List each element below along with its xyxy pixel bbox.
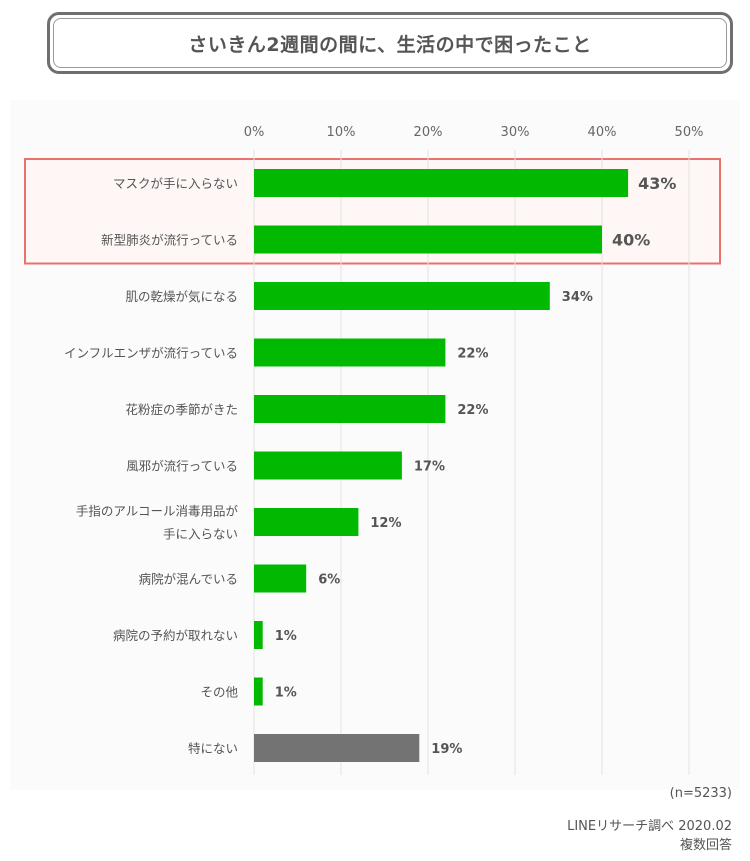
category-label: 病院の予約が取れない — [113, 628, 238, 643]
value-label: 6% — [318, 573, 340, 588]
category-label-line: 手指のアルコール消毒用品が — [76, 504, 239, 519]
category-label: 風邪が流行っている — [126, 459, 238, 474]
bar — [254, 225, 602, 254]
bar — [254, 621, 263, 649]
x-tick-label: 0% — [244, 125, 265, 140]
category-label: その他 — [200, 685, 238, 700]
bar — [254, 169, 629, 197]
value-label: 43% — [638, 174, 676, 193]
value-label: 34% — [562, 290, 593, 305]
category-label: 特にない — [188, 741, 238, 756]
value-label: 1% — [275, 686, 297, 701]
value-label: 40% — [612, 231, 650, 250]
category-label: 病院が混んでいる — [139, 572, 238, 587]
category-label-line: 手に入らない — [163, 527, 238, 542]
chart-title-box: さいきん2週間の間に、生活の中で困ったこと — [47, 12, 733, 74]
value-label: 1% — [275, 629, 297, 644]
category-label: 肌の乾燥が気になる — [125, 289, 238, 304]
category-label: 新型肺炎が流行っている — [101, 233, 238, 248]
bar — [254, 338, 446, 367]
category-label: マスクが手に入らない — [113, 176, 238, 191]
bar — [254, 734, 420, 762]
x-tick-label: 10% — [327, 125, 356, 140]
value-label: 19% — [431, 742, 462, 757]
category-label: 手指のアルコール消毒用品が手に入らない — [76, 504, 239, 542]
x-tick-label: 30% — [501, 125, 530, 140]
category-label: 花粉症の季節がきた — [125, 402, 238, 417]
x-tick-label: 50% — [675, 125, 704, 140]
bar — [254, 395, 446, 423]
bar — [254, 282, 550, 310]
value-label: 22% — [457, 347, 488, 362]
value-label: 17% — [414, 460, 445, 475]
bar — [254, 677, 263, 706]
answer-type-note: 複数回答 — [679, 838, 732, 853]
category-label: インフルエンザが流行っている — [64, 346, 238, 361]
value-label: 12% — [370, 516, 401, 531]
bar — [254, 451, 402, 480]
source-note: LINEリサーチ調べ 2020.02 — [567, 819, 732, 834]
sample-size-note: (n=5233) — [669, 786, 732, 801]
x-tick-label: 20% — [414, 125, 443, 140]
bar — [254, 508, 359, 536]
x-tick-label: 40% — [588, 125, 617, 140]
value-label: 22% — [457, 403, 488, 418]
bar — [254, 564, 307, 593]
